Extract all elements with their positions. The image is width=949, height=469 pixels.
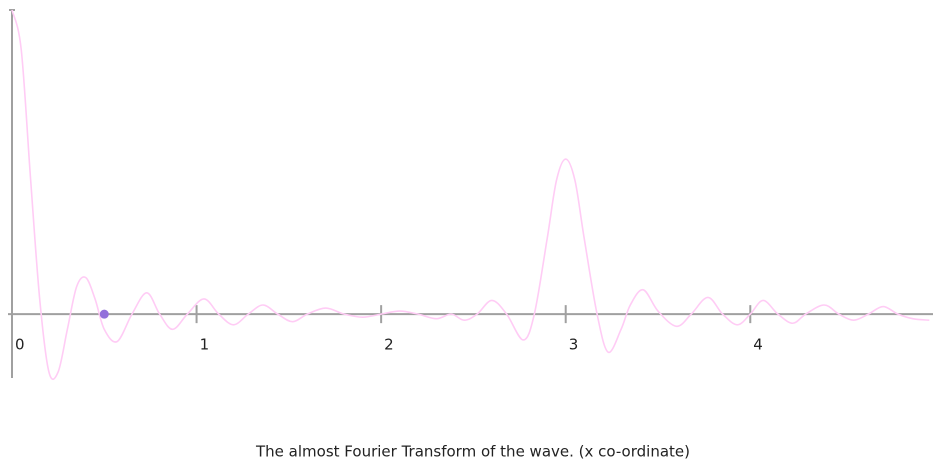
x-tick-label: 0	[15, 336, 25, 354]
caption: The almost Fourier Transform of the wave…	[255, 443, 690, 461]
x-tick-label: 2	[384, 336, 394, 354]
x-tick-label: 1	[200, 336, 210, 354]
x-tick-label: 4	[753, 336, 763, 354]
x-tick-label: 3	[569, 336, 579, 354]
line	[11, 9, 930, 380]
marker-point	[99, 309, 109, 319]
